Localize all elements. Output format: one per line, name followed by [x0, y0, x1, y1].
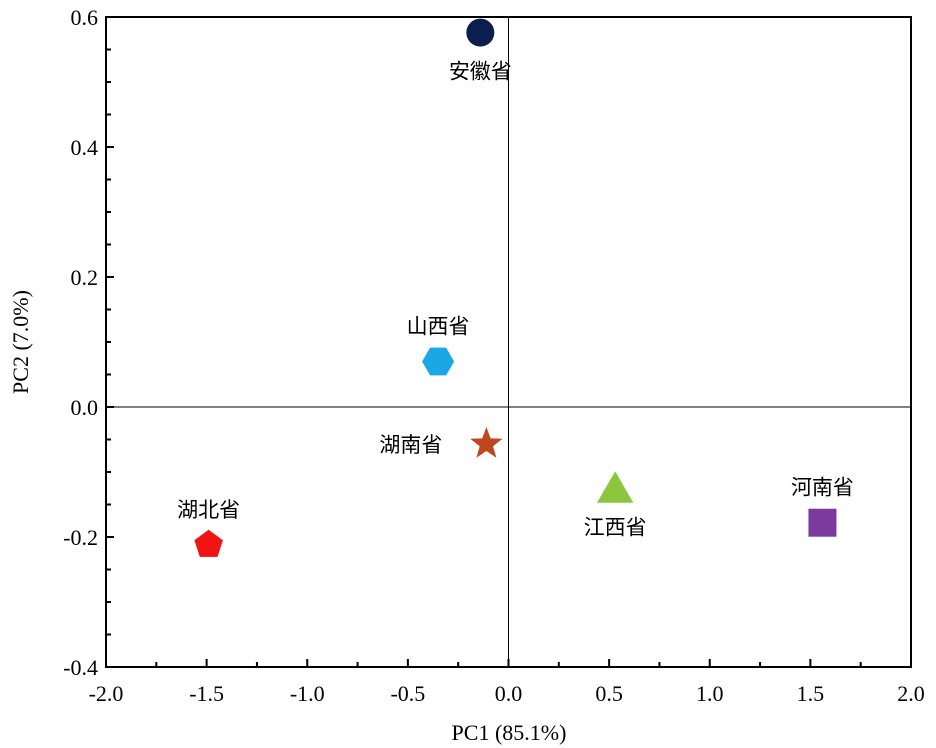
point-label: 河南省	[791, 476, 854, 500]
y-axis: -0.4 -0.2 0.0 0.2 0.4 0.6	[63, 5, 114, 680]
y-tick-label: 0.4	[71, 135, 99, 160]
x-tick-label: 1.5	[797, 681, 825, 706]
x-tick-label: -1.0	[290, 681, 325, 706]
pentagon-marker	[194, 529, 223, 557]
point-label: 湖北省	[177, 498, 240, 522]
square-marker	[808, 508, 837, 537]
x-tick-label: -1.5	[189, 681, 224, 706]
y-axis-title: PC2 (7.0%)	[8, 290, 33, 394]
y-tick-label: -0.2	[63, 525, 98, 550]
x-tick-label: 0.5	[595, 681, 623, 706]
point-label: 山西省	[407, 315, 470, 339]
y-tick-label: 0.0	[71, 395, 99, 420]
star-marker	[470, 427, 503, 458]
reference-lines	[106, 17, 911, 667]
point-label: 江西省	[584, 515, 647, 539]
data-points	[194, 18, 837, 557]
y-tick-label: 0.6	[71, 5, 99, 30]
x-axis: -2.0 -1.5 -1.0 -0.5 0.0 0.5 1.0 1.5 2.0	[89, 659, 925, 706]
y-tick-label: -0.4	[63, 655, 98, 680]
x-tick-label: 2.0	[897, 681, 925, 706]
hexagon-marker	[422, 347, 455, 376]
x-tick-label: -2.0	[89, 681, 124, 706]
x-tick-label: 1.0	[696, 681, 724, 706]
y-tick-label: 0.2	[71, 265, 99, 290]
circle-marker	[466, 18, 495, 47]
point-label: 安徽省	[449, 60, 512, 84]
triangle-marker	[597, 471, 634, 503]
point-label: 湖南省	[379, 433, 442, 457]
x-tick-label: 0.0	[495, 681, 523, 706]
x-axis-title: PC1 (85.1%)	[452, 720, 567, 745]
x-tick-label: -0.5	[390, 681, 425, 706]
